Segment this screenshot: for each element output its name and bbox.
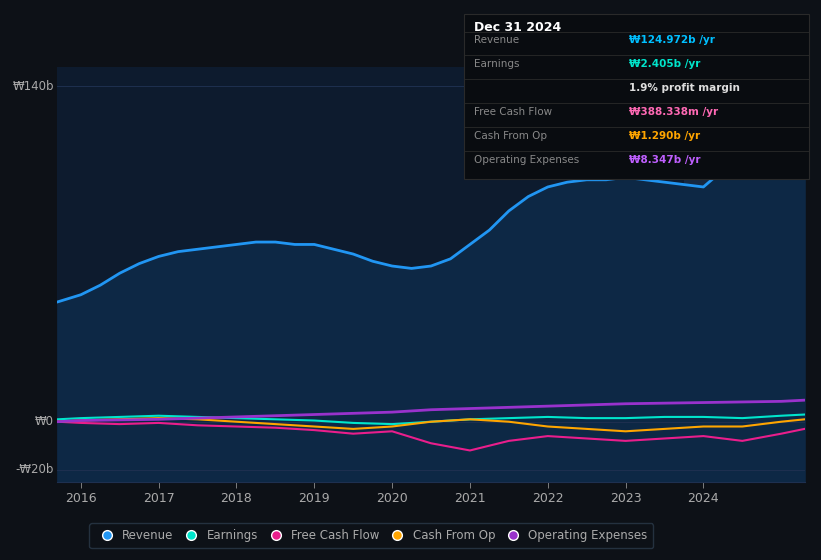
Text: -₩20b: -₩20b <box>16 463 53 476</box>
Text: ₩388.338m /yr: ₩388.338m /yr <box>630 106 718 116</box>
Text: Revenue: Revenue <box>474 35 519 45</box>
Text: 1.9% profit margin: 1.9% profit margin <box>630 83 741 93</box>
Bar <box>684 67 805 482</box>
Text: Dec 31 2024: Dec 31 2024 <box>474 21 561 34</box>
Text: Cash From Op: Cash From Op <box>474 130 547 141</box>
Text: ₩0: ₩0 <box>34 415 53 428</box>
Text: ₩2.405b /yr: ₩2.405b /yr <box>630 59 701 69</box>
Text: Operating Expenses: Operating Expenses <box>474 155 579 165</box>
Text: ₩1.290b /yr: ₩1.290b /yr <box>630 130 700 141</box>
Text: Free Cash Flow: Free Cash Flow <box>474 106 552 116</box>
Text: ₩8.347b /yr: ₩8.347b /yr <box>630 155 701 165</box>
Text: Earnings: Earnings <box>474 59 519 69</box>
Legend: Revenue, Earnings, Free Cash Flow, Cash From Op, Operating Expenses: Revenue, Earnings, Free Cash Flow, Cash … <box>89 524 654 548</box>
Text: ₩140b: ₩140b <box>12 80 53 93</box>
Text: ₩124.972b /yr: ₩124.972b /yr <box>630 35 715 45</box>
